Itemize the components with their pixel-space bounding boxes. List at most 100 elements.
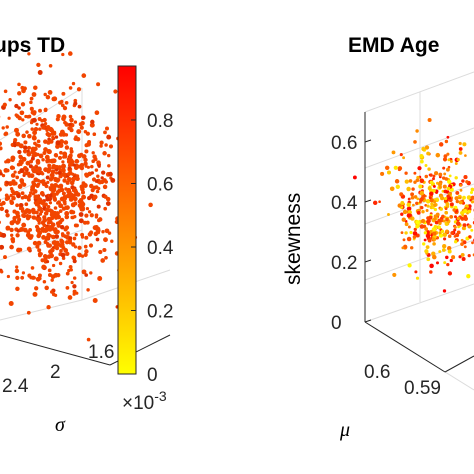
left-point (46, 149, 52, 154)
right-point (418, 184, 423, 189)
left-point (64, 225, 70, 230)
left-point (91, 151, 95, 155)
left-point (86, 337, 91, 342)
left-x-label: σ (55, 414, 66, 436)
right-point (406, 202, 411, 207)
left-point (67, 163, 72, 167)
right-point (425, 199, 431, 204)
right-point (429, 223, 433, 227)
right-point (446, 262, 450, 267)
right-point (414, 270, 418, 274)
left-point (19, 226, 25, 232)
left-point (1, 126, 5, 130)
right-point (412, 235, 417, 239)
left-point (21, 271, 26, 275)
left-point (43, 92, 47, 97)
right-point (401, 217, 407, 222)
right-y-tick-mark (364, 319, 372, 323)
left-point (6, 274, 11, 279)
left-point (52, 96, 58, 102)
right-point (438, 142, 444, 147)
left-point (81, 73, 87, 78)
right-point (433, 214, 438, 218)
right-point (427, 117, 432, 123)
right-point (437, 225, 441, 230)
left-point (44, 194, 49, 198)
left-point (11, 166, 16, 170)
right-point (466, 195, 472, 200)
left-point (32, 240, 38, 246)
left-point (5, 168, 10, 173)
left-point (49, 209, 55, 215)
right-point (432, 242, 436, 246)
left-point (19, 160, 24, 165)
left-point (36, 139, 41, 144)
left-point (22, 86, 27, 91)
left-point (99, 144, 103, 148)
left-point (35, 158, 41, 164)
left-point (3, 255, 7, 260)
left-point (77, 153, 82, 159)
right-point (461, 214, 465, 217)
left-point (62, 178, 67, 183)
left-point (68, 264, 73, 269)
left-point (9, 187, 14, 191)
right-point (443, 172, 447, 176)
left-point (49, 186, 54, 192)
left-point (68, 236, 73, 240)
left-point (59, 224, 65, 230)
right-point (410, 195, 415, 200)
left-point (33, 85, 38, 90)
left-point (84, 235, 89, 240)
left-point (56, 113, 61, 119)
right-point (424, 203, 428, 207)
left-point (61, 206, 67, 211)
left-point (80, 190, 86, 195)
right-point (415, 201, 419, 206)
left-point (23, 145, 28, 150)
right-point (455, 221, 461, 226)
left-point (45, 159, 49, 163)
right-point (456, 230, 461, 235)
left-point (21, 118, 25, 122)
left-point (37, 117, 42, 121)
right-point (432, 174, 436, 178)
left-point (76, 164, 81, 169)
right-point (413, 195, 418, 199)
right-point (420, 206, 424, 210)
left-point (12, 215, 17, 221)
right-point (423, 238, 427, 242)
left-point (105, 196, 111, 202)
right-point (401, 246, 405, 250)
left-point (95, 189, 100, 194)
right-point (444, 197, 448, 201)
right-point (400, 212, 404, 216)
left-point (22, 182, 27, 187)
left-point (53, 293, 58, 298)
right-point (469, 190, 474, 195)
right-point (456, 216, 461, 221)
left-point (0, 198, 2, 203)
left-point (46, 220, 51, 225)
left-point (64, 214, 70, 220)
left-point (46, 180, 50, 185)
left-point (48, 126, 54, 132)
right-point (427, 186, 432, 191)
right-point (415, 178, 420, 183)
left-point (36, 62, 41, 68)
right-point (464, 154, 467, 157)
right-point (420, 218, 426, 224)
left-point (93, 231, 99, 237)
left-point (68, 125, 73, 130)
left-point (52, 197, 58, 202)
left-point (103, 130, 107, 135)
right-point (449, 202, 454, 207)
left-point (54, 234, 60, 239)
left-point (17, 149, 22, 155)
right-point (455, 199, 459, 204)
left-point (48, 64, 53, 68)
left-point (61, 245, 66, 250)
colorbar-gradient (117, 65, 137, 375)
left-point (45, 196, 50, 202)
left-point (10, 236, 16, 242)
